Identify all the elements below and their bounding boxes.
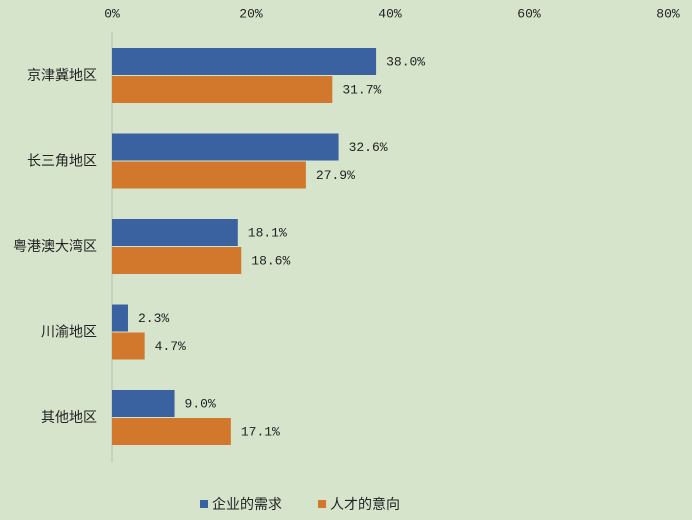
bar	[112, 133, 339, 161]
legend-swatch	[318, 500, 326, 508]
value-label: 4.7%	[155, 339, 186, 354]
value-label: 38.0%	[386, 54, 425, 69]
category-label: 京津冀地区	[27, 68, 97, 84]
x-tick-label: 60%	[517, 6, 541, 21]
legend-swatch	[200, 500, 208, 508]
value-label: 2.3%	[138, 311, 169, 326]
value-label: 17.1%	[241, 424, 280, 439]
legend-label: 企业的需求	[212, 496, 282, 513]
bar	[112, 418, 231, 445]
value-label: 31.7%	[342, 82, 381, 97]
x-tick-label: 0%	[104, 6, 120, 21]
category-label: 川渝地区	[41, 325, 97, 341]
bar	[112, 48, 377, 75]
value-label: 27.9%	[316, 168, 355, 183]
bar	[112, 304, 128, 332]
bar	[112, 76, 333, 103]
value-label: 9.0%	[185, 396, 216, 411]
bar	[112, 219, 238, 246]
category-label: 长三角地区	[27, 154, 97, 170]
category-label: 粤港澳大湾区	[13, 238, 97, 255]
bar	[112, 247, 242, 274]
category-label: 其他地区	[41, 410, 97, 426]
x-tick-label: 80%	[656, 6, 680, 21]
x-tick-label: 40%	[378, 6, 402, 21]
bar	[112, 390, 175, 417]
value-label: 32.6%	[349, 140, 388, 155]
bar	[112, 332, 145, 360]
x-tick-label: 20%	[239, 6, 263, 21]
bar	[112, 161, 306, 189]
value-label: 18.6%	[251, 253, 290, 268]
legend-label: 人才的意向	[330, 496, 400, 513]
value-label: 18.1%	[248, 225, 287, 240]
